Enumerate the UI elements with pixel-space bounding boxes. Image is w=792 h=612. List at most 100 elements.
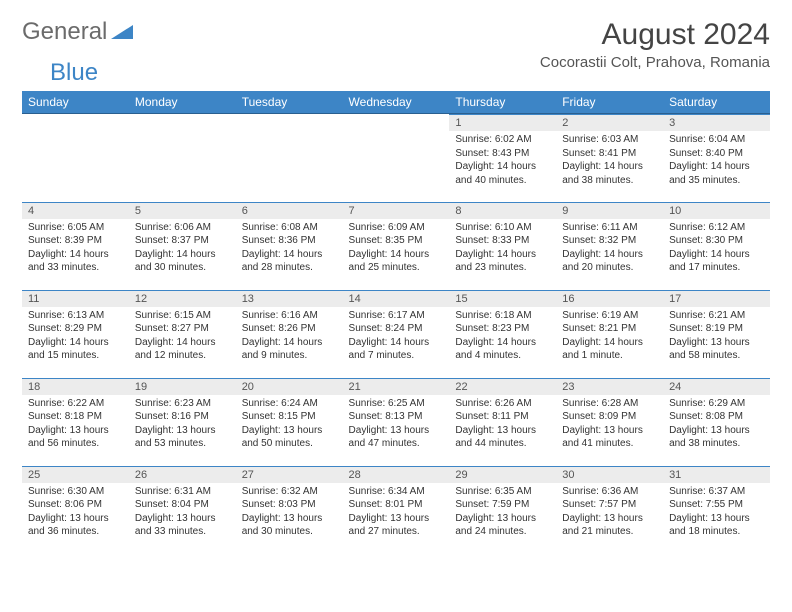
logo-triangle-icon: [111, 21, 133, 44]
calendar-day-cell: 21Sunrise: 6:25 AMSunset: 8:13 PMDayligh…: [343, 378, 450, 466]
calendar-week-row: 11Sunrise: 6:13 AMSunset: 8:29 PMDayligh…: [22, 290, 770, 378]
day-number: 18: [22, 378, 129, 395]
calendar-day-cell: 20Sunrise: 6:24 AMSunset: 8:15 PMDayligh…: [236, 378, 343, 466]
day-detail: Sunrise: 6:31 AMSunset: 8:04 PMDaylight:…: [129, 483, 236, 541]
day-detail: Sunrise: 6:23 AMSunset: 8:16 PMDaylight:…: [129, 395, 236, 453]
day-detail: Sunrise: 6:09 AMSunset: 8:35 PMDaylight:…: [343, 219, 450, 277]
day-number: 16: [556, 290, 663, 307]
day-detail: Sunrise: 6:26 AMSunset: 8:11 PMDaylight:…: [449, 395, 556, 453]
day-detail: Sunrise: 6:37 AMSunset: 7:55 PMDaylight:…: [663, 483, 770, 541]
day-detail: Sunrise: 6:06 AMSunset: 8:37 PMDaylight:…: [129, 219, 236, 277]
day-detail: Sunrise: 6:22 AMSunset: 8:18 PMDaylight:…: [22, 395, 129, 453]
day-number: 9: [556, 202, 663, 219]
day-detail: Sunrise: 6:08 AMSunset: 8:36 PMDaylight:…: [236, 219, 343, 277]
calendar-day-cell: 7Sunrise: 6:09 AMSunset: 8:35 PMDaylight…: [343, 202, 450, 290]
calendar-day-cell: 4Sunrise: 6:05 AMSunset: 8:39 PMDaylight…: [22, 202, 129, 290]
calendar-empty-cell: [343, 114, 450, 202]
day-number: 3: [663, 114, 770, 131]
calendar-week-row: 4Sunrise: 6:05 AMSunset: 8:39 PMDaylight…: [22, 202, 770, 290]
day-detail: Sunrise: 6:15 AMSunset: 8:27 PMDaylight:…: [129, 307, 236, 365]
calendar-day-cell: 2Sunrise: 6:03 AMSunset: 8:41 PMDaylight…: [556, 114, 663, 202]
day-number: 26: [129, 466, 236, 483]
logo-text-general: General: [22, 18, 107, 46]
day-detail: Sunrise: 6:36 AMSunset: 7:57 PMDaylight:…: [556, 483, 663, 541]
calendar-day-cell: 5Sunrise: 6:06 AMSunset: 8:37 PMDaylight…: [129, 202, 236, 290]
day-detail: Sunrise: 6:19 AMSunset: 8:21 PMDaylight:…: [556, 307, 663, 365]
day-detail: Sunrise: 6:29 AMSunset: 8:08 PMDaylight:…: [663, 395, 770, 453]
day-number: 2: [556, 114, 663, 131]
calendar-day-cell: 10Sunrise: 6:12 AMSunset: 8:30 PMDayligh…: [663, 202, 770, 290]
calendar-day-cell: 6Sunrise: 6:08 AMSunset: 8:36 PMDaylight…: [236, 202, 343, 290]
logo-text-blue: Blue: [50, 59, 98, 86]
day-detail: Sunrise: 6:02 AMSunset: 8:43 PMDaylight:…: [449, 131, 556, 189]
day-number: 24: [663, 378, 770, 395]
calendar-day-cell: 18Sunrise: 6:22 AMSunset: 8:18 PMDayligh…: [22, 378, 129, 466]
day-detail: Sunrise: 6:32 AMSunset: 8:03 PMDaylight:…: [236, 483, 343, 541]
day-detail: Sunrise: 6:35 AMSunset: 7:59 PMDaylight:…: [449, 483, 556, 541]
page-title: August 2024: [540, 18, 770, 52]
calendar-day-cell: 26Sunrise: 6:31 AMSunset: 8:04 PMDayligh…: [129, 466, 236, 554]
day-number: 15: [449, 290, 556, 307]
day-number: 13: [236, 290, 343, 307]
weekday-header: Tuesday: [236, 91, 343, 114]
day-detail: Sunrise: 6:13 AMSunset: 8:29 PMDaylight:…: [22, 307, 129, 365]
calendar-table: SundayMondayTuesdayWednesdayThursdayFrid…: [22, 91, 770, 554]
calendar-empty-cell: [22, 114, 129, 202]
day-number: 30: [556, 466, 663, 483]
calendar-day-cell: 16Sunrise: 6:19 AMSunset: 8:21 PMDayligh…: [556, 290, 663, 378]
calendar-day-cell: 28Sunrise: 6:34 AMSunset: 8:01 PMDayligh…: [343, 466, 450, 554]
day-number: 14: [343, 290, 450, 307]
calendar-day-cell: 11Sunrise: 6:13 AMSunset: 8:29 PMDayligh…: [22, 290, 129, 378]
calendar-day-cell: 13Sunrise: 6:16 AMSunset: 8:26 PMDayligh…: [236, 290, 343, 378]
calendar-week-row: 1Sunrise: 6:02 AMSunset: 8:43 PMDaylight…: [22, 114, 770, 202]
day-number: 11: [22, 290, 129, 307]
calendar-day-cell: 30Sunrise: 6:36 AMSunset: 7:57 PMDayligh…: [556, 466, 663, 554]
day-detail: Sunrise: 6:12 AMSunset: 8:30 PMDaylight:…: [663, 219, 770, 277]
calendar-day-cell: 17Sunrise: 6:21 AMSunset: 8:19 PMDayligh…: [663, 290, 770, 378]
weekday-header: Friday: [556, 91, 663, 114]
day-number: 17: [663, 290, 770, 307]
day-detail: Sunrise: 6:10 AMSunset: 8:33 PMDaylight:…: [449, 219, 556, 277]
weekday-header: Wednesday: [343, 91, 450, 114]
calendar-day-cell: 1Sunrise: 6:02 AMSunset: 8:43 PMDaylight…: [449, 114, 556, 202]
day-number: 6: [236, 202, 343, 219]
day-number: 31: [663, 466, 770, 483]
day-number: 19: [129, 378, 236, 395]
calendar-day-cell: 31Sunrise: 6:37 AMSunset: 7:55 PMDayligh…: [663, 466, 770, 554]
weekday-header: Sunday: [22, 91, 129, 114]
calendar-day-cell: 23Sunrise: 6:28 AMSunset: 8:09 PMDayligh…: [556, 378, 663, 466]
day-number: 21: [343, 378, 450, 395]
day-detail: Sunrise: 6:25 AMSunset: 8:13 PMDaylight:…: [343, 395, 450, 453]
day-detail: Sunrise: 6:18 AMSunset: 8:23 PMDaylight:…: [449, 307, 556, 365]
calendar-day-cell: 9Sunrise: 6:11 AMSunset: 8:32 PMDaylight…: [556, 202, 663, 290]
calendar-empty-cell: [236, 114, 343, 202]
calendar-day-cell: 8Sunrise: 6:10 AMSunset: 8:33 PMDaylight…: [449, 202, 556, 290]
weekday-header: Monday: [129, 91, 236, 114]
day-detail: Sunrise: 6:28 AMSunset: 8:09 PMDaylight:…: [556, 395, 663, 453]
calendar-day-cell: 3Sunrise: 6:04 AMSunset: 8:40 PMDaylight…: [663, 114, 770, 202]
calendar-day-cell: 12Sunrise: 6:15 AMSunset: 8:27 PMDayligh…: [129, 290, 236, 378]
day-number: 4: [22, 202, 129, 219]
calendar-day-cell: 29Sunrise: 6:35 AMSunset: 7:59 PMDayligh…: [449, 466, 556, 554]
day-detail: Sunrise: 6:16 AMSunset: 8:26 PMDaylight:…: [236, 307, 343, 365]
day-number: 27: [236, 466, 343, 483]
day-number: 29: [449, 466, 556, 483]
weekday-header-row: SundayMondayTuesdayWednesdayThursdayFrid…: [22, 91, 770, 114]
calendar-empty-cell: [129, 114, 236, 202]
day-number: 20: [236, 378, 343, 395]
day-number: 12: [129, 290, 236, 307]
day-number: 23: [556, 378, 663, 395]
day-number: 10: [663, 202, 770, 219]
day-number: 1: [449, 114, 556, 131]
day-detail: Sunrise: 6:24 AMSunset: 8:15 PMDaylight:…: [236, 395, 343, 453]
calendar-day-cell: 27Sunrise: 6:32 AMSunset: 8:03 PMDayligh…: [236, 466, 343, 554]
day-detail: Sunrise: 6:05 AMSunset: 8:39 PMDaylight:…: [22, 219, 129, 277]
logo-blue-row: Blue: [22, 59, 770, 87]
calendar-day-cell: 24Sunrise: 6:29 AMSunset: 8:08 PMDayligh…: [663, 378, 770, 466]
calendar-day-cell: 19Sunrise: 6:23 AMSunset: 8:16 PMDayligh…: [129, 378, 236, 466]
day-number: 5: [129, 202, 236, 219]
day-number: 22: [449, 378, 556, 395]
calendar-day-cell: 14Sunrise: 6:17 AMSunset: 8:24 PMDayligh…: [343, 290, 450, 378]
calendar-body: 1Sunrise: 6:02 AMSunset: 8:43 PMDaylight…: [22, 114, 770, 554]
day-number: 25: [22, 466, 129, 483]
